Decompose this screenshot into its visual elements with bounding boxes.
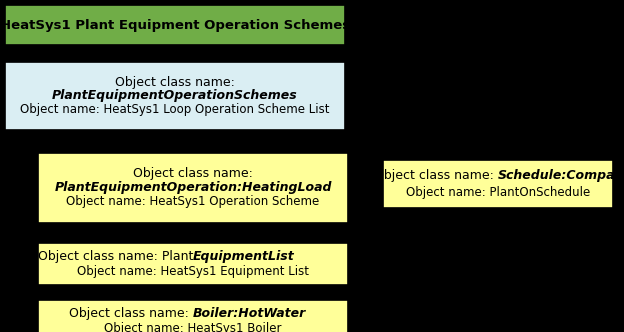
- Text: Object class name:: Object class name:: [133, 168, 253, 181]
- Text: Object class name:: Object class name:: [69, 307, 193, 320]
- Text: Object name: HeatSys1 Loop Operation Scheme List: Object name: HeatSys1 Loop Operation Sch…: [20, 103, 329, 116]
- Text: Object class name: Plant: Object class name: Plant: [37, 250, 193, 263]
- Bar: [38, 153, 348, 223]
- Text: PlantEquipmentOperationSchemes: PlantEquipmentOperationSchemes: [52, 90, 298, 103]
- Text: PlantEquipmentOperation:HeatingLoad: PlantEquipmentOperation:HeatingLoad: [54, 182, 332, 195]
- Text: Object class name: Boiler:HotWater: Object class name: Boiler:HotWater: [0, 331, 1, 332]
- Bar: [38, 300, 348, 332]
- Text: Boiler:HotWater: Boiler:HotWater: [193, 307, 306, 320]
- Bar: [38, 243, 348, 285]
- Text: Object class name: Schedule:Compact: Object class name: Schedule:Compact: [0, 331, 1, 332]
- Text: Object name: HeatSys1 Operation Scheme: Object name: HeatSys1 Operation Scheme: [66, 196, 319, 208]
- Text: Object name: PlantOnSchedule: Object name: PlantOnSchedule: [406, 186, 590, 199]
- Text: Object class name:: Object class name:: [115, 76, 235, 89]
- Text: Object class name: PlantEquipmentList: Object class name: PlantEquipmentList: [0, 331, 1, 332]
- Bar: [5, 62, 345, 130]
- Text: Schedule:Compact: Schedule:Compact: [498, 169, 624, 182]
- Text: Object class name:: Object class name:: [374, 169, 498, 182]
- Text: EquipmentList: EquipmentList: [193, 250, 295, 263]
- Text: Object name: HeatSys1 Equipment List: Object name: HeatSys1 Equipment List: [77, 265, 309, 278]
- Bar: [383, 160, 613, 208]
- Text: Object name: HeatSys1 Boiler: Object name: HeatSys1 Boiler: [104, 322, 282, 332]
- Text: HeatSys1 Plant Equipment Operation Schemes: HeatSys1 Plant Equipment Operation Schem…: [0, 19, 350, 32]
- Bar: [5, 5, 345, 45]
